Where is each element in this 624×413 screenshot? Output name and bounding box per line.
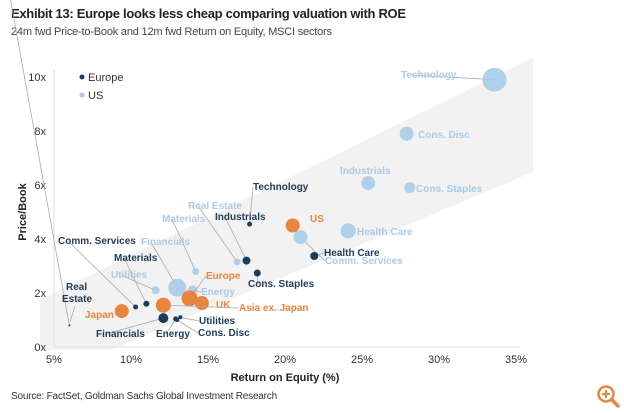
y-tick-label: 0x (34, 342, 46, 354)
label-us-energy: Energy (201, 287, 235, 298)
label-europe-health-care: Health Care (324, 248, 380, 259)
label-europe-utilities: Utilities (199, 316, 236, 327)
label-us-technology: Technology (401, 70, 457, 81)
legend-marker-us (79, 92, 85, 98)
leader-line (171, 218, 197, 272)
source-note: Source: FactSet, Goldman Sachs Global In… (11, 391, 277, 402)
label-regions-uk: UK (216, 300, 231, 311)
point-us-industrials (361, 176, 376, 191)
leader-line (197, 205, 238, 263)
leader-line (224, 216, 247, 261)
chart-title: Exhibit 13: Europe looks less cheap comp… (11, 6, 406, 21)
legend-label-europe: Europe (88, 72, 123, 84)
leader-line (410, 74, 495, 81)
label-europe-cons-disc: Cons. Disc (198, 328, 250, 339)
point-us-cons-staples (404, 182, 416, 194)
point-europe-cons-disc (175, 318, 180, 322)
zoom-in-icon[interactable] (596, 384, 620, 408)
x-tick-label: 30% (428, 354, 450, 366)
leader-line (165, 318, 176, 335)
leader-line (69, 305, 76, 323)
label-us-health-care: Health Care (357, 227, 413, 238)
label-europe-real-estate-2: Estate (62, 294, 92, 305)
point-europe-financials (158, 313, 169, 324)
y-tick-label: 2x (34, 288, 46, 300)
point-us-materials (192, 267, 200, 275)
y-axis-title: Price/Book (17, 182, 29, 240)
y-tick-label: 4x (34, 234, 46, 246)
point-regions-us (285, 218, 300, 233)
label-regions-japan: Japan (85, 310, 114, 321)
point-regions-asia-ex-japan (155, 297, 171, 313)
y-tick-label: 8x (34, 126, 46, 138)
point-europe-health-care (310, 252, 319, 261)
point-europe-industrials (242, 256, 251, 265)
label-europe-materials: Materials (114, 253, 158, 264)
leader-line (180, 316, 200, 322)
label-europe-technology: Technology (253, 182, 309, 193)
label-us-materials: Materials (162, 214, 206, 225)
x-tick-label: 20% (274, 354, 296, 366)
label-europe-energy: Energy (156, 329, 190, 340)
leader-line (67, 240, 136, 308)
point-us-health-care (340, 223, 356, 239)
leader-line (249, 186, 254, 225)
label-us-financials: Financials (141, 237, 190, 248)
label-us-real-estate: Real Estate (188, 201, 242, 212)
point-regions-japan (114, 304, 129, 319)
point-us-utilities (151, 286, 160, 295)
point-europe-cons-staples (253, 269, 261, 277)
point-europe-utilities (178, 315, 183, 320)
x-tick-label: 15% (197, 354, 219, 366)
leader-line (123, 257, 147, 304)
label-europe-financials: Financials (96, 329, 145, 340)
x-tick-label: 35% (505, 354, 527, 366)
point-europe-technology (247, 221, 253, 227)
label-us-cons-disc: Cons. Disc (418, 130, 470, 141)
label-us-cons-staples: Cons. Staples (416, 184, 483, 195)
point-regions-uk (194, 295, 209, 310)
label-us-utilities: Utilities (111, 270, 148, 281)
y-tick-label: 10x (28, 72, 46, 84)
point-us-technology (482, 67, 507, 92)
point-us-real-estate (233, 258, 241, 266)
point-regions-europe (181, 290, 198, 307)
label-regions-asia-ex-japan: Asia ex. Japan (239, 303, 308, 314)
legend-marker-europe (79, 74, 85, 80)
point-europe-materials (143, 300, 150, 307)
chart-subtitle: 24m fwd Price-to-Book and 12m fwd Return… (11, 26, 332, 38)
label-europe-comm-services: Comm. Services (58, 236, 136, 247)
label-regions-us: US (310, 214, 324, 225)
label-regions-europe: Europe (206, 271, 241, 282)
point-europe-real-estate (68, 324, 71, 327)
x-tick-label: 10% (120, 354, 142, 366)
label-us-comm-services: Comm. Services (325, 256, 403, 267)
label-europe-real-estate-1: Real (66, 282, 87, 293)
leader-line (120, 274, 156, 291)
leader-line (105, 317, 164, 335)
leader-line (10, 0, 70, 326)
point-us-cons-disc (399, 126, 414, 141)
x-axis-title: Return on Equity (%) (231, 372, 340, 384)
leader-line (176, 319, 199, 334)
x-tick-label: 5% (46, 354, 62, 366)
point-europe-comm-services (133, 304, 139, 310)
x-tick-label: 25% (351, 354, 373, 366)
leader-line (163, 304, 240, 309)
label-us-industrials: Industrials (340, 166, 391, 177)
legend-label-us: US (88, 90, 103, 102)
label-europe-cons-staples: Cons. Staples (248, 279, 315, 290)
point-us-financials (168, 278, 187, 297)
label-europe-industrials: Industrials (215, 212, 266, 223)
point-us-comm-services (293, 230, 308, 245)
